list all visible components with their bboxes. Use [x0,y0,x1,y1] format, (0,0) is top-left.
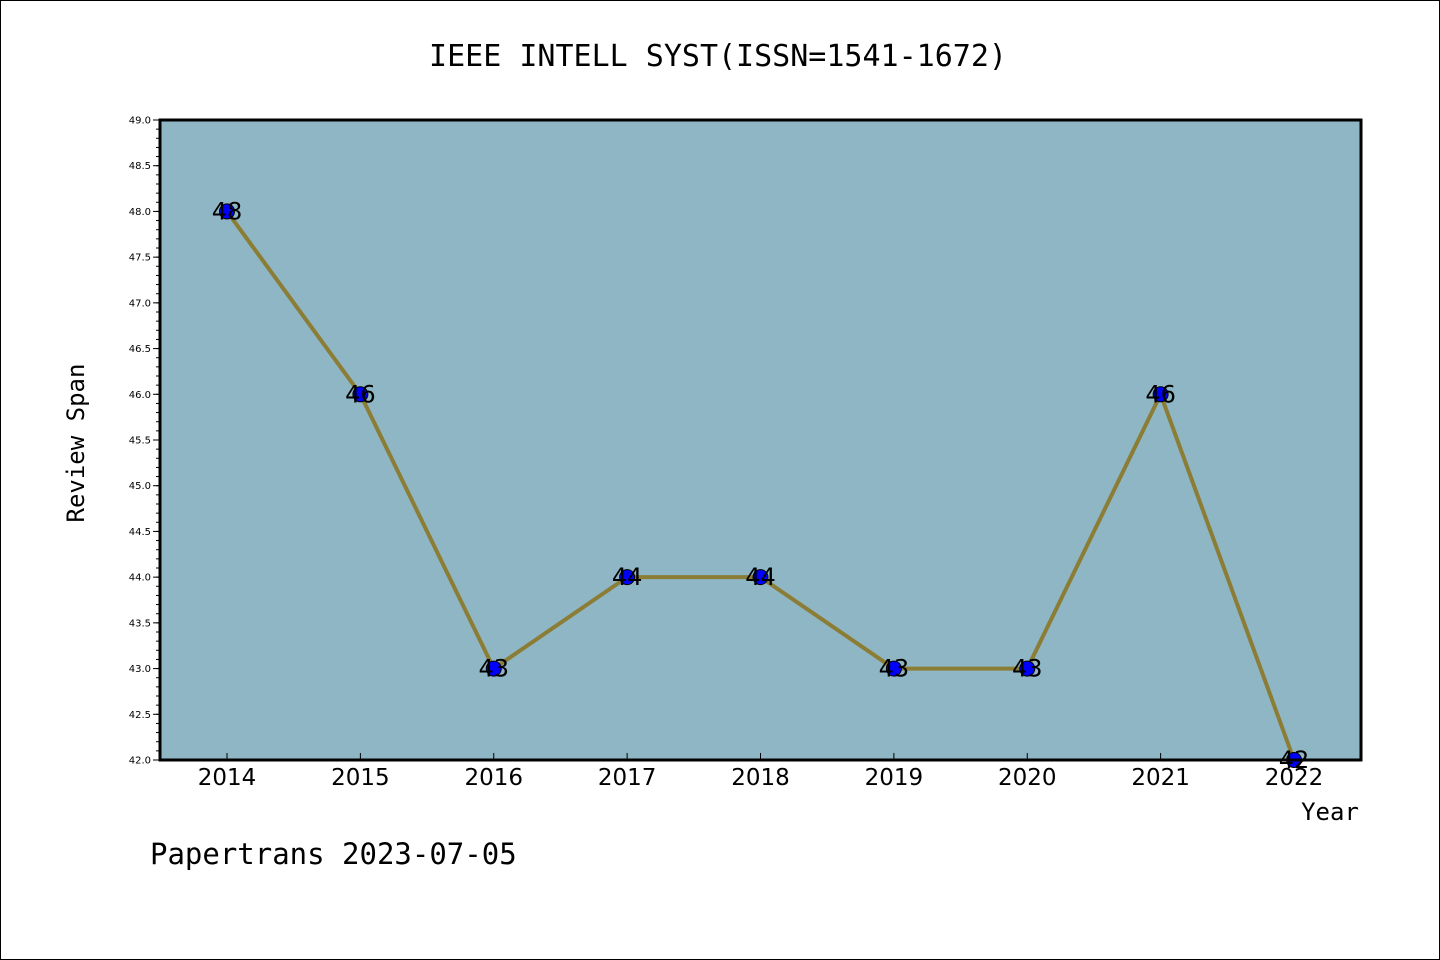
data-point [219,203,235,220]
data-label: 46 [1145,380,1176,408]
chart-title: IEEE INTELL SYST(ISSN=1541-1672) [429,39,1007,74]
y-tick-label: 49.0 [129,116,151,127]
data-point [1152,386,1169,403]
x-axis-label: Year [1301,798,1359,826]
data-point [619,569,636,586]
data-point [1019,660,1036,677]
data-point [485,660,502,677]
x-tick-label: 2021 [1131,765,1190,791]
y-tick-label: 46.0 [129,390,151,401]
x-axis: 2014 2015 2016 2017 2018 2019 2020 2021 2022 [198,753,1324,791]
data-point [752,569,769,586]
data-label: 44 [612,563,643,591]
x-tick-label: 2017 [598,765,657,791]
data-label: 43 [879,655,910,683]
x-tick-label: 2018 [731,765,790,791]
y-tick-label: 42.0 [129,756,151,767]
data-point [885,660,902,677]
data-point [352,386,369,403]
y-tick-label: 44.0 [129,573,151,584]
data-label: 46 [345,380,376,408]
y-tick-label: 44.5 [129,527,151,538]
x-tick-label: 2015 [331,765,390,791]
data-label: 48 [212,197,243,225]
data-label: 43 [1012,655,1043,683]
plot-area [160,120,1361,760]
y-tick-label: 42.5 [129,710,151,721]
x-tick-label: 2020 [998,765,1057,791]
footer-credit: Papertrans 2023-07-05 [150,837,517,871]
series-review-span [219,203,1302,768]
y-tick-label: 48.5 [129,161,151,172]
x-tick-label: 2019 [865,765,924,791]
y-tick-label: 43.0 [129,664,151,675]
y-tick-label: 45.0 [129,481,151,492]
x-tick-label: 2016 [464,765,523,791]
x-tick-label: 2014 [198,765,257,791]
y-axis: 42.0 42.5 43.0 43.5 44.0 44.5 45.0 45.5 46.0 46.5… [129,116,160,767]
y-tick-label: 48.0 [129,207,151,218]
x-tick-label: 2022 [1265,765,1324,791]
y-tick-label: 43.5 [129,618,151,629]
y-axis-label: Review Span [62,364,90,523]
y-tick-label: 47.0 [129,298,151,309]
y-tick-label: 45.5 [129,436,151,447]
data-label: 43 [478,655,509,683]
y-tick-label: 46.5 [129,344,151,355]
y-tick-label: 47.5 [129,253,151,264]
data-label: 44 [745,563,776,591]
plot-border [158,118,1363,762]
